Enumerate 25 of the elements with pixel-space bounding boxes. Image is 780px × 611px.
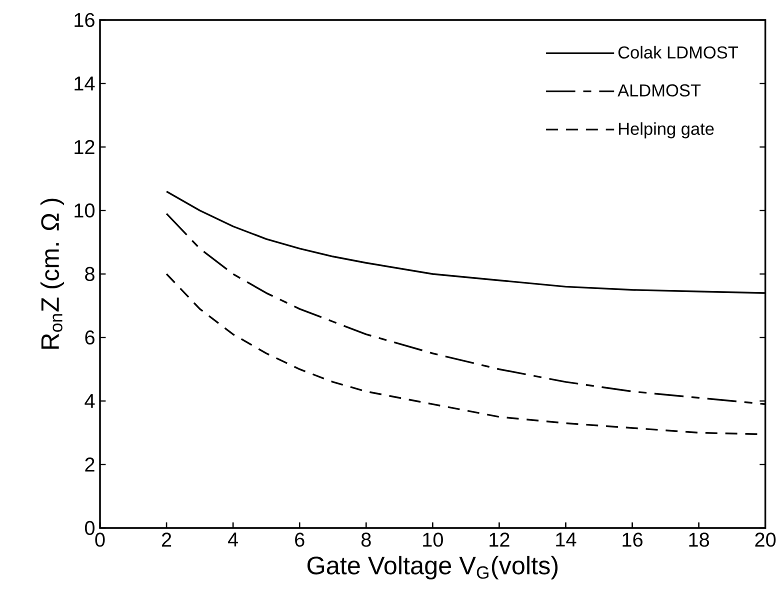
y-tick-label: 6 (85, 330, 94, 345)
x-tick-label: 0 (95, 532, 105, 547)
y-tick-label: 14 (74, 76, 95, 91)
x-tick-label: 16 (622, 532, 642, 547)
y-tick-label: 2 (85, 458, 94, 472)
y-tick-label: 0 (85, 521, 95, 536)
y-tick-label: 4 (84, 394, 95, 408)
y-tick-label: 8 (85, 267, 94, 282)
x-tick-label: 2 (162, 532, 172, 547)
x-tick-label: 8 (361, 532, 371, 547)
x-tick-label: 12 (490, 532, 510, 547)
x-tick-label: 20 (755, 532, 776, 547)
x-tick-label: 14 (556, 532, 576, 547)
y-axis-title: R$_{on}$Z (cm. Ω ) (40, 198, 64, 349)
x-tick-label: 6 (295, 532, 304, 547)
legend-label: Helping gate (618, 122, 714, 139)
y-tick-label: 16 (74, 13, 94, 28)
x-tick-label: 18 (689, 532, 710, 547)
legend-label: ALDMOST (618, 84, 701, 97)
y-tick-label: 10 (74, 204, 95, 218)
x-tick-label: 4 (228, 532, 238, 547)
y-tick-label: 12 (74, 140, 94, 154)
x-axis-title: Gate Voltage V$_{G}$(volts) (307, 556, 558, 580)
x-tick-label: 10 (423, 532, 443, 547)
legend-label: Colak LDMOST (618, 46, 738, 59)
